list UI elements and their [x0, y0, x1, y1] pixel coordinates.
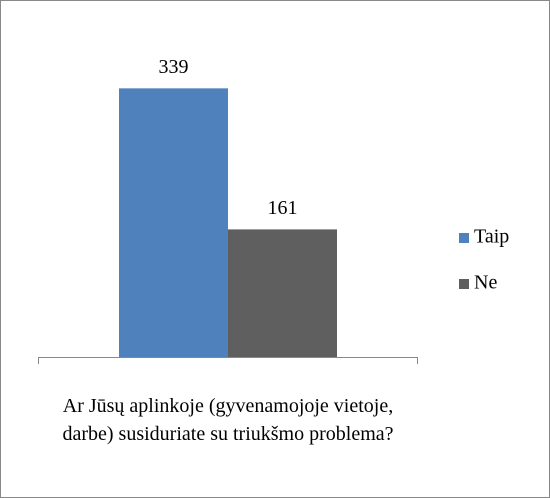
- bar: [228, 229, 337, 357]
- category-label: Ar Jūsų aplinkoje (gyvenamojoje vietoje,…: [62, 395, 394, 445]
- legend-swatch: [459, 279, 469, 289]
- data-label: 339: [159, 56, 189, 78]
- data-label: 161: [268, 197, 298, 219]
- legend-label: Ne: [474, 272, 497, 294]
- legend-swatch: [459, 233, 469, 243]
- legend-label: Taip: [474, 226, 509, 248]
- bar: [119, 88, 228, 357]
